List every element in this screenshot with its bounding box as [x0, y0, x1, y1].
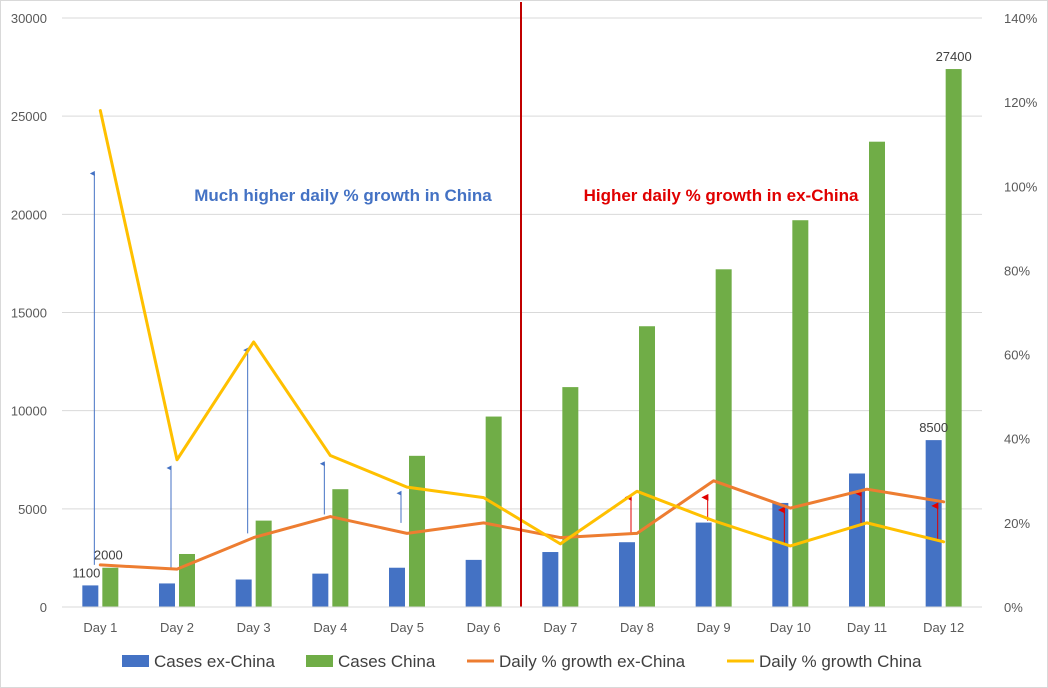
bar-cases-ex-china	[82, 585, 99, 607]
y-right-tick-label: 0%	[1004, 600, 1023, 615]
bar-cases-china	[715, 269, 732, 607]
x-tick-label: Day 11	[847, 620, 887, 635]
y-left-tick-label: 5000	[18, 502, 47, 517]
bar-cases-ex-china	[159, 583, 175, 607]
x-tick-label: Day 7	[543, 620, 577, 635]
y-left-tick-label: 10000	[11, 404, 47, 419]
bar-cases-ex-china	[772, 502, 789, 607]
x-tick-label: Day 8	[620, 620, 654, 635]
y-left-tick-label: 25000	[11, 109, 47, 124]
y-right-tick-label: 120%	[1004, 95, 1038, 110]
bar-cases-china	[102, 567, 119, 607]
x-tick-label: Day 6	[467, 620, 501, 635]
legend-label: Cases ex-China	[154, 652, 275, 671]
y-left-tick-label: 30000	[11, 11, 47, 26]
x-tick-label: Day 10	[770, 620, 811, 635]
bar-cases-china	[792, 220, 809, 607]
bar-cases-china	[255, 520, 272, 607]
y-left-tick-label: 20000	[11, 207, 47, 222]
axes: 0 5000 10000 15000 20000 25000 30000 0% 20% 40% 60…	[11, 11, 1038, 635]
data-label: 8500	[919, 420, 948, 435]
bar-cases-ex-china	[465, 559, 482, 607]
x-tick-label: Day 2	[160, 620, 194, 635]
bar-cases-china	[562, 387, 579, 607]
bar-cases-china	[869, 141, 885, 607]
bar-cases-ex-china	[695, 522, 712, 607]
legend: Cases ex-China Cases China Daily % growth …	[122, 652, 922, 671]
y-right-tick-label: 80%	[1004, 263, 1030, 278]
x-tick-label: Day 3	[237, 620, 271, 635]
bar-cases-ex-china	[389, 567, 405, 607]
legend-label: Daily % growth ex-China	[499, 652, 686, 671]
data-label: 27400	[936, 49, 972, 64]
legend-label: Daily % growth China	[759, 652, 922, 671]
bar-cases-ex-china	[235, 579, 252, 607]
x-tick-label: Day 9	[697, 620, 731, 635]
annotation-exchina-growth: Higher daily % growth in ex-China	[584, 186, 859, 205]
y-right-tick-label: 40%	[1004, 432, 1030, 447]
bar-cases-china	[332, 489, 349, 607]
x-tick-label: Day 1	[83, 620, 117, 635]
x-tick-label: Day 4	[313, 620, 347, 635]
legend-label: Cases China	[338, 652, 436, 671]
y-right-tick-label: 100%	[1004, 179, 1038, 194]
y-right-tick-label: 20%	[1004, 516, 1030, 531]
annotation-china-growth: Much higher daily % growth in China	[194, 186, 492, 205]
data-label: 2000	[94, 548, 123, 563]
bar-cases-ex-china	[312, 573, 329, 607]
bar-cases-china	[485, 416, 502, 607]
y-left-tick-label: 0	[40, 600, 47, 615]
x-tick-label: Day 5	[390, 620, 424, 635]
bar-cases-ex-china	[925, 440, 942, 607]
legend-swatch	[306, 655, 333, 667]
data-label: 1100	[72, 565, 100, 580]
bar-cases-ex-china	[542, 552, 559, 607]
x-tick-label: Day 12	[923, 620, 964, 635]
y-right-tick-label: 60%	[1004, 348, 1030, 363]
y-right-tick-label: 140%	[1004, 11, 1038, 26]
bar-cases-china	[945, 69, 962, 607]
bar-cases-china	[639, 326, 655, 607]
bars	[82, 69, 962, 607]
growth-arrows	[89, 170, 939, 570]
legend-swatch	[122, 655, 149, 667]
data-labels: 1100 2000 8500 27400	[72, 49, 971, 580]
bar-cases-ex-china	[619, 542, 635, 607]
y-left-tick-label: 15000	[11, 306, 47, 321]
